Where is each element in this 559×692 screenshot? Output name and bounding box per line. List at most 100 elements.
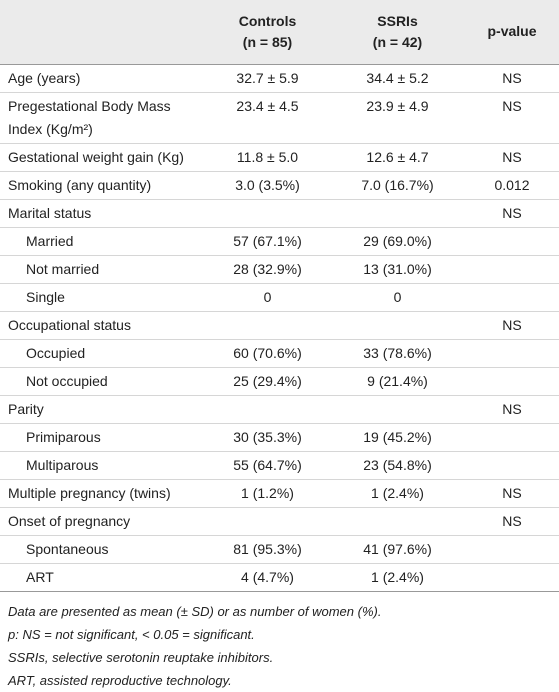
sub-row: Multiparous 55 (64.7%) 23 (54.8%) [0, 451, 559, 479]
empty-cell [205, 311, 330, 339]
cell-p: NS [502, 204, 522, 221]
row-label: Parity [8, 400, 44, 417]
header-text: Controls [238, 12, 297, 29]
row-label: ART [26, 568, 54, 585]
header-text: (n = 85) [242, 33, 293, 50]
cell-ssris: 13 (31.0%) [363, 260, 432, 277]
cell-controls: 57 (67.1%) [233, 232, 302, 249]
row: Parity NS [0, 395, 559, 423]
sub-row: Not occupied 25 (29.4%) 9 (21.4%) [0, 367, 559, 395]
row-label: Onset of pregnancy [8, 512, 131, 529]
row: Age (years) 32.7 ± 5.9 34.4 ± 5.2 NS [0, 64, 559, 92]
header-text: SSRIs [377, 12, 418, 29]
sub-row: Single 0 0 [0, 283, 559, 311]
empty-cell [465, 255, 559, 283]
header-cell [0, 0, 205, 64]
cell-controls: 4 (4.7%) [241, 568, 294, 585]
empty-cell [465, 283, 559, 311]
cell-controls: 28 (32.9%) [233, 260, 302, 277]
cell-ssris: 23 (54.8%) [363, 456, 432, 473]
cell-ssris: 41 (97.6%) [363, 540, 432, 557]
cell-ssris: 12.6 ± 4.7 [366, 148, 429, 165]
row: Multiple pregnancy (twins) 1 (1.2%) 1 (2.4… [0, 479, 559, 507]
row-label: Age (years) [8, 69, 81, 86]
note: p: NS = not significant, < 0.05 = signif… [8, 626, 255, 642]
cell-controls: 0 [263, 288, 272, 305]
empty-cell [465, 367, 559, 395]
row-label: Gestational weight gain (Kg) [8, 148, 184, 165]
row-label: Not occupied [26, 372, 108, 389]
cell-ssris: 34.4 ± 5.2 [366, 69, 429, 86]
sub-row: Occupied 60 (70.6%) 33 (78.6%) [0, 339, 559, 367]
cell-ssris: 19 (45.2%) [363, 428, 432, 445]
cell-controls: 25 (29.4%) [233, 372, 302, 389]
empty-cell [465, 339, 559, 367]
cell-ssris: 33 (78.6%) [363, 344, 432, 361]
cell-controls: 3.0 (3.5%) [235, 176, 300, 193]
cell-p: NS [502, 69, 522, 86]
table-notes: Data are presented as mean (± SD) or as … [0, 592, 559, 692]
cell-p: NS [502, 316, 522, 333]
cell-ssris: 7.0 (16.7%) [361, 176, 434, 193]
row: Marital status NS [0, 199, 559, 227]
data-table: Controls (n = 85) SSRIs (n = 42) p-value Age… [0, 0, 559, 591]
row: Occupational status NS [0, 311, 559, 339]
cell-ssris: 1 (2.4%) [371, 568, 424, 585]
cell-ssris: 0 [393, 288, 402, 305]
empty-cell [465, 451, 559, 479]
row-label: Primiparous [26, 428, 101, 445]
sub-row: Primiparous 30 (35.3%) 19 (45.2%) [0, 423, 559, 451]
empty-cell [465, 563, 559, 591]
cell-controls: 1 (1.2%) [241, 484, 294, 501]
cell-controls: 60 (70.6%) [233, 344, 302, 361]
empty-cell [330, 395, 465, 423]
cell-controls: 23.4 ± 4.5 [236, 97, 299, 114]
row-label: Married [26, 232, 74, 249]
cell-controls: 30 (35.3%) [233, 428, 302, 445]
table-header: Controls (n = 85) SSRIs (n = 42) p-value [0, 0, 559, 64]
row-label: Multiparous [26, 456, 99, 473]
row-label: Pregestational Body Mass Index (Kg/m²) [8, 97, 171, 137]
cell-p: NS [502, 400, 522, 417]
row: Onset of pregnancy NS [0, 507, 559, 535]
sub-row: Married 57 (67.1%) 29 (69.0%) [0, 227, 559, 255]
table-body: Age (years) 32.7 ± 5.9 34.4 ± 5.2 NS Pregest… [0, 64, 559, 591]
sub-row: Not married 28 (32.9%) 13 (31.0%) [0, 255, 559, 283]
empty-cell [205, 395, 330, 423]
row: Pregestational Body Mass Index (Kg/m²) 23… [0, 92, 559, 143]
empty-cell [205, 507, 330, 535]
cell-p: NS [502, 148, 522, 165]
row-label: Occupational status [8, 316, 131, 333]
cell-p: 0.012 [494, 176, 530, 193]
cell-p: NS [502, 484, 522, 501]
empty-cell [465, 535, 559, 563]
cell-ssris: 9 (21.4%) [367, 372, 428, 389]
note: ART, assisted reproductive technology. [8, 672, 232, 688]
cell-controls: 81 (95.3%) [233, 540, 302, 557]
empty-cell [465, 423, 559, 451]
header-cell: p-value [465, 0, 559, 64]
note: SSRIs, selective serotonin reuptake inhi… [8, 649, 274, 665]
cell-ssris: 29 (69.0%) [363, 232, 432, 249]
empty-cell [205, 199, 330, 227]
empty-cell [465, 227, 559, 255]
header-text: p-value [487, 23, 537, 40]
cell-controls: 32.7 ± 5.9 [236, 69, 299, 86]
row-label: Marital status [8, 204, 92, 221]
row: Gestational weight gain (Kg) 11.8 ± 5.0 12… [0, 143, 559, 171]
empty-cell [330, 199, 465, 227]
header-cell: SSRIs (n = 42) [330, 0, 465, 64]
row: Smoking (any quantity) 3.0 (3.5%) 7.0 (16.… [0, 171, 559, 199]
empty-cell [330, 507, 465, 535]
cell-p: NS [502, 97, 522, 114]
row-label: Not married [26, 260, 100, 277]
cell-p: NS [502, 512, 522, 529]
row-label: Single [26, 288, 65, 305]
cell-ssris: 1 (2.4%) [371, 484, 424, 501]
header-text: (n = 42) [372, 33, 423, 50]
header-row: Controls (n = 85) SSRIs (n = 42) p-value [0, 0, 559, 64]
cell-controls: 55 (64.7%) [233, 456, 302, 473]
row-label: Multiple pregnancy (twins) [8, 484, 171, 501]
row-label: Spontaneous [26, 540, 109, 557]
